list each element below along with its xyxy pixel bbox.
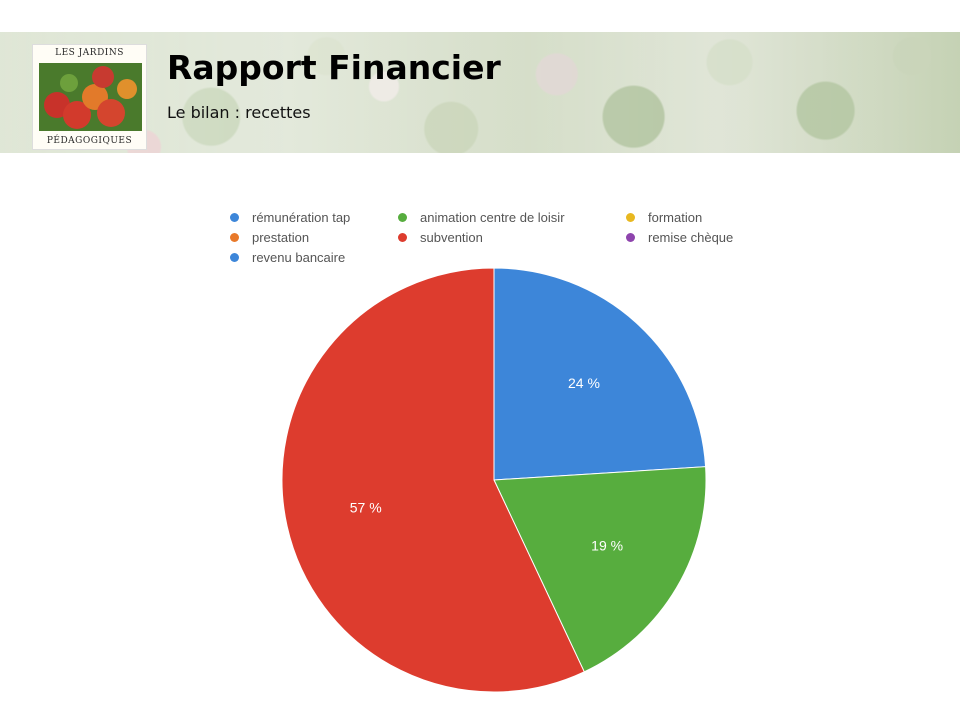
legend-swatch [626, 233, 635, 242]
legend-item: prestation [230, 230, 309, 245]
pie-slice [493, 267, 707, 481]
banner-veil [0, 32, 960, 153]
legend-label: rémunération tap [252, 210, 351, 225]
slice-data-label: 19 % [591, 538, 623, 554]
legend-swatch [230, 213, 239, 222]
legend-label: prestation [252, 230, 310, 245]
legend-swatch [398, 213, 407, 222]
legend-label: formation [648, 210, 703, 225]
legend-item: remise chèque [626, 230, 733, 245]
legend-swatch [398, 233, 407, 242]
legend-item: formation [626, 210, 702, 225]
legend-item: revenu bancaire [230, 250, 345, 265]
legend-item: subvention [398, 230, 483, 245]
legend-label: revenu bancaire [252, 250, 346, 265]
pie-slice [281, 267, 585, 693]
page-title: Rapport Financier [167, 48, 501, 87]
legend-label: animation centre de loisir [420, 210, 565, 225]
jardins-logo: LES JARDINS PÉDAGOGIQUES [32, 44, 147, 150]
legend-swatch [230, 253, 239, 262]
logo-top-text: LES JARDINS [55, 48, 124, 58]
legend-item: rémunération tap [230, 210, 350, 225]
legend-item: animation centre de loisir [398, 210, 565, 225]
slice-data-label: 24 % [568, 375, 600, 391]
legend-swatch [626, 213, 635, 222]
header-banner [0, 32, 960, 153]
legend-swatch [230, 233, 239, 242]
slice-data-label: 57 % [350, 499, 382, 515]
legend-label: subvention [420, 230, 483, 245]
pie-slice [493, 466, 707, 673]
tomatoes-logo-image [39, 63, 142, 131]
logo-bottom-text: PÉDAGOGIQUES [46, 136, 133, 146]
legend-label: remise chèque [648, 230, 734, 245]
page-subtitle: Le bilan : recettes [167, 103, 311, 122]
